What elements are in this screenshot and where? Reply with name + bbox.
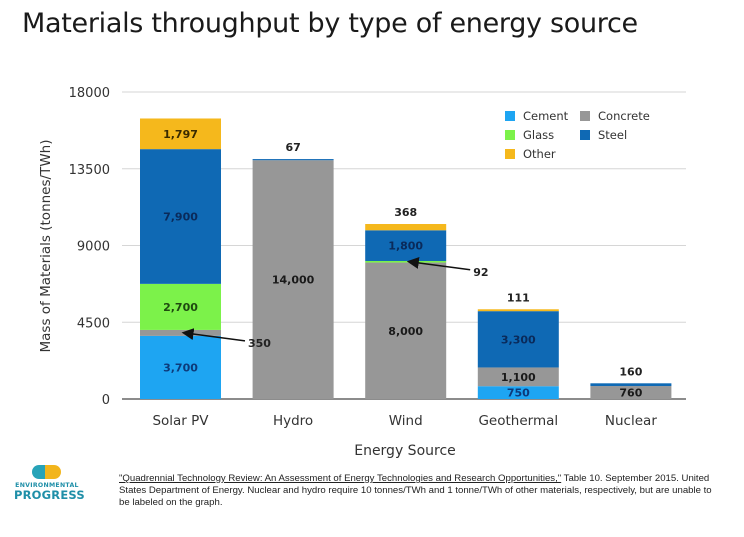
callout-arrow <box>406 257 471 271</box>
y-tick-label: 13500 <box>69 163 110 178</box>
legend-swatch <box>505 130 515 140</box>
y-tick-label: 18000 <box>69 86 110 101</box>
chart-title: Materials throughput by type of energy s… <box>22 8 638 39</box>
segment-value-label: 750 <box>507 387 530 400</box>
callout-arrow <box>181 328 246 342</box>
segment-value-label: 3,300 <box>501 333 536 346</box>
segment-value-label: 760 <box>619 387 642 400</box>
bar-segment-glass <box>365 260 447 263</box>
x-tick-label: Hydro <box>273 413 313 429</box>
x-axis-ticks: Solar PV Hydro Wind Geothermal Nuclear <box>152 413 657 429</box>
source-footnote: "Quadrennial Technology Review: An Asses… <box>119 473 719 509</box>
bar-top-label: 160 <box>619 365 642 378</box>
bar-segment-steel <box>477 311 559 368</box>
bar-segment-concrete <box>590 386 672 399</box>
legend-label: Cement <box>523 109 569 123</box>
bar-segment-steel <box>590 383 672 387</box>
y-tick-label: 4500 <box>77 316 110 331</box>
segment-value-label: 7,900 <box>163 211 198 224</box>
segment-value-label: 1,800 <box>388 240 423 253</box>
legend-swatch <box>505 149 515 159</box>
environmental-progress-logo: ENVIRONMENTAL PROGRESS <box>14 465 85 502</box>
bar-top-label: 111 <box>507 291 530 304</box>
bar-segment-other <box>477 309 559 312</box>
legend-swatch <box>505 111 515 121</box>
legend-item-cement: Cement <box>505 109 569 123</box>
bar-group-wind: 8,000 1,800 368 <box>365 206 447 399</box>
segment-value-label: 2,700 <box>163 301 198 314</box>
x-tick-label: Geothermal <box>478 413 558 429</box>
logo-line2: PROGRESS <box>14 488 85 502</box>
segment-value-label: 3,700 <box>163 361 198 374</box>
x-tick-label: Solar PV <box>152 413 209 429</box>
bar-segment-cement <box>477 386 559 399</box>
x-tick-label: Nuclear <box>605 413 657 429</box>
legend-swatch <box>580 130 590 140</box>
y-axis-label: Mass of Materials (tonnes/TWh) <box>38 140 54 353</box>
legend: Cement Concrete Glass Steel Other <box>505 109 650 161</box>
legend-item-steel: Steel <box>580 128 627 142</box>
bar-segment-steel <box>365 230 447 261</box>
chart-area: 0 4500 9000 13500 18000 Mass of Materials (t… <box>38 86 686 459</box>
bar-group-geothermal: 750 1,100 3,300 111 <box>477 291 559 400</box>
segment-value-label: 1,797 <box>163 128 198 141</box>
source-footnote-text: Table 10. September 2015. United States … <box>119 473 712 508</box>
bar-top-label: 67 <box>285 141 300 154</box>
segment-value-label: 14,000 <box>272 274 315 287</box>
bar-segment-concrete <box>252 160 334 399</box>
legend-label: Concrete <box>598 109 650 123</box>
callout-label: 350 <box>248 337 271 350</box>
bar-segment-cement <box>140 335 221 399</box>
legend-item-glass: Glass <box>505 128 554 142</box>
x-axis-label: Energy Source <box>354 443 456 459</box>
y-axis-ticks: 0 4500 9000 13500 18000 <box>69 86 110 408</box>
legend-label: Steel <box>598 128 627 142</box>
legend-item-concrete: Concrete <box>580 109 650 123</box>
source-reference-link[interactable]: "Quadrennial Technology Review: An Asses… <box>119 473 562 484</box>
legend-label: Glass <box>523 128 554 142</box>
bar-top-label: 368 <box>394 206 417 219</box>
bar-segment-steel <box>140 149 221 284</box>
x-tick-label: Wind <box>389 413 423 429</box>
segment-value-label: 1,100 <box>501 371 536 384</box>
bar-segment-concrete <box>477 367 559 387</box>
y-tick-label: 9000 <box>77 240 110 255</box>
logo-line1: ENVIRONMENTAL <box>15 482 79 489</box>
segment-value-label: 8,000 <box>388 325 423 338</box>
bar-segment-glass <box>140 283 221 330</box>
bar-segment-concrete <box>365 262 447 399</box>
legend-label: Other <box>523 147 556 161</box>
bar-segment-concrete <box>140 329 221 336</box>
legend-item-other: Other <box>505 147 556 161</box>
callout-label: 92 <box>473 266 488 279</box>
bar-segment-steel <box>252 159 334 161</box>
bar-group-solar-pv: 3,700 2,700 7,900 1,797 <box>140 118 221 399</box>
bar-segment-other <box>365 224 447 231</box>
ep-logo-icon <box>32 465 62 479</box>
legend-swatch <box>580 111 590 121</box>
y-tick-label: 0 <box>102 393 110 408</box>
bars: 3,700 2,700 7,900 1,797 14,000 67 8,000 1,800 36… <box>140 118 672 400</box>
bar-group-hydro: 14,000 67 <box>252 141 334 399</box>
bar-group-nuclear: 760 160 <box>590 365 672 400</box>
bar-segment-other <box>140 118 221 150</box>
